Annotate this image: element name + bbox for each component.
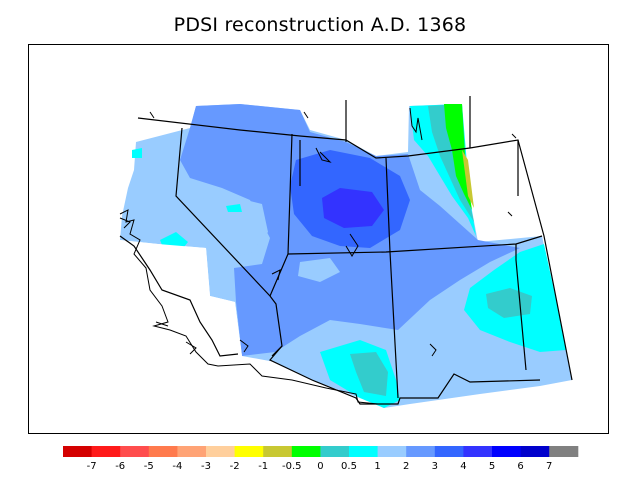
pdsi-region-ne-green [444,104,472,210]
colorbar-tick-label: -2 [230,461,240,472]
colorbar-tick-label: 5 [489,461,495,472]
colorbar-tick-label: 3 [432,461,438,472]
colorbar-labels: -7 -6 -5 -4 -3 -2 -1 -0.5 0 0.5 1 2 3 4 5 6 7 [87,461,553,472]
colorbar-swatch [492,446,522,457]
map-title: PDSI reconstruction A.D. 1368 [173,14,467,36]
colorbar-swatch [148,446,178,457]
colorbar-tick-label: 0 [317,461,323,472]
colorbar-tick-label: 6 [517,461,523,472]
pdsi-region-south-teal [350,352,388,396]
colorbar-swatch [549,446,579,457]
colorbar-swatch [434,446,464,457]
colorbar-tick-label: 0.5 [341,461,357,472]
pdsi-region-light-blue-west [190,196,268,258]
colorbar-swatch [406,446,436,457]
pdsi-region-cyan-blob-1 [226,204,242,212]
pdsi-region-cyan-blob-3 [132,148,142,158]
colorbar-swatch [63,446,93,457]
colorbar-swatch [520,446,550,457]
colorbar-swatch [206,446,236,457]
coastlines [119,107,517,405]
colorbar-swatch [263,446,293,457]
colorbar-tick-label: -7 [87,461,97,472]
colorbar-swatch [234,446,264,457]
colorbar-swatch [120,446,150,457]
colorbar-swatches [63,446,579,457]
colorbar-tick-label: -4 [172,461,182,472]
colorbar-tick-label: 7 [546,461,552,472]
colorbar-tick-label: 1 [374,461,380,472]
colorbar-tick-label: -5 [144,461,154,472]
colorbar-swatch [463,446,493,457]
colorbar-tick-label: 2 [403,461,409,472]
state-borders [119,96,573,405]
colorbar-swatch [377,446,407,457]
colorbar-swatch [177,446,207,457]
colorbar-tick-label: -3 [201,461,211,472]
ocean-mask-southwest [120,240,242,356]
colorbar-tick-label: -6 [115,461,125,472]
colorbar-swatch [320,446,350,457]
pdsi-region-light-blue-pocket [298,258,340,282]
pdsi-region-deep-blue [322,188,384,228]
colorbar-tick-label: 4 [460,461,466,472]
colorbar-swatch [291,446,321,457]
colorbar-swatch [349,446,379,457]
pdsi-region-ne-olive [462,150,474,208]
colorbar-tick-label: -0.5 [282,461,302,472]
colorbar-tick-label: -1 [258,461,268,472]
colorbar-swatch [91,446,121,457]
